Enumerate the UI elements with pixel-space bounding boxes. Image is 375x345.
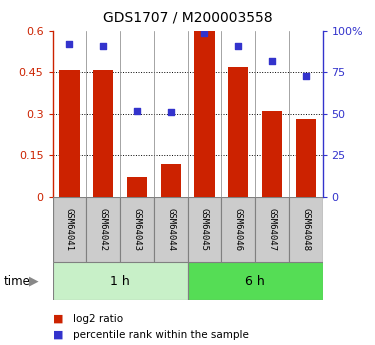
Text: GSM64041: GSM64041 [65, 208, 74, 251]
Text: GSM64047: GSM64047 [267, 208, 276, 251]
Bar [53, 197, 86, 262]
Text: ■: ■ [53, 330, 63, 339]
Point [134, 108, 140, 113]
Bar [127, 177, 147, 197]
Bar [188, 262, 322, 300]
Bar [289, 197, 322, 262]
Point [100, 43, 106, 49]
Bar [120, 197, 154, 262]
Text: GSM64048: GSM64048 [301, 208, 310, 251]
Bar [221, 197, 255, 262]
Text: ■: ■ [53, 314, 63, 324]
Bar [255, 197, 289, 262]
Bar [188, 197, 221, 262]
Bar [154, 197, 188, 262]
Bar [228, 67, 248, 197]
Point [66, 41, 72, 47]
Text: ▶: ▶ [29, 275, 39, 288]
Text: GDS1707 / M200003558: GDS1707 / M200003558 [103, 10, 272, 24]
Point [168, 109, 174, 115]
Bar [86, 197, 120, 262]
Bar [194, 31, 214, 197]
Bar [160, 164, 181, 197]
Point [201, 30, 207, 36]
Text: log2 ratio: log2 ratio [73, 314, 123, 324]
Bar [93, 70, 113, 197]
Bar [296, 119, 316, 197]
Bar [53, 262, 188, 300]
Text: 1 h: 1 h [110, 275, 130, 288]
Text: GSM64043: GSM64043 [132, 208, 141, 251]
Text: GSM64042: GSM64042 [99, 208, 108, 251]
Point [235, 43, 241, 49]
Bar [59, 70, 80, 197]
Text: GSM64044: GSM64044 [166, 208, 175, 251]
Bar [262, 111, 282, 197]
Text: GSM64045: GSM64045 [200, 208, 209, 251]
Point [303, 73, 309, 79]
Text: percentile rank within the sample: percentile rank within the sample [73, 330, 249, 339]
Point [269, 58, 275, 63]
Text: 6 h: 6 h [245, 275, 265, 288]
Text: GSM64046: GSM64046 [234, 208, 243, 251]
Text: time: time [4, 275, 31, 288]
